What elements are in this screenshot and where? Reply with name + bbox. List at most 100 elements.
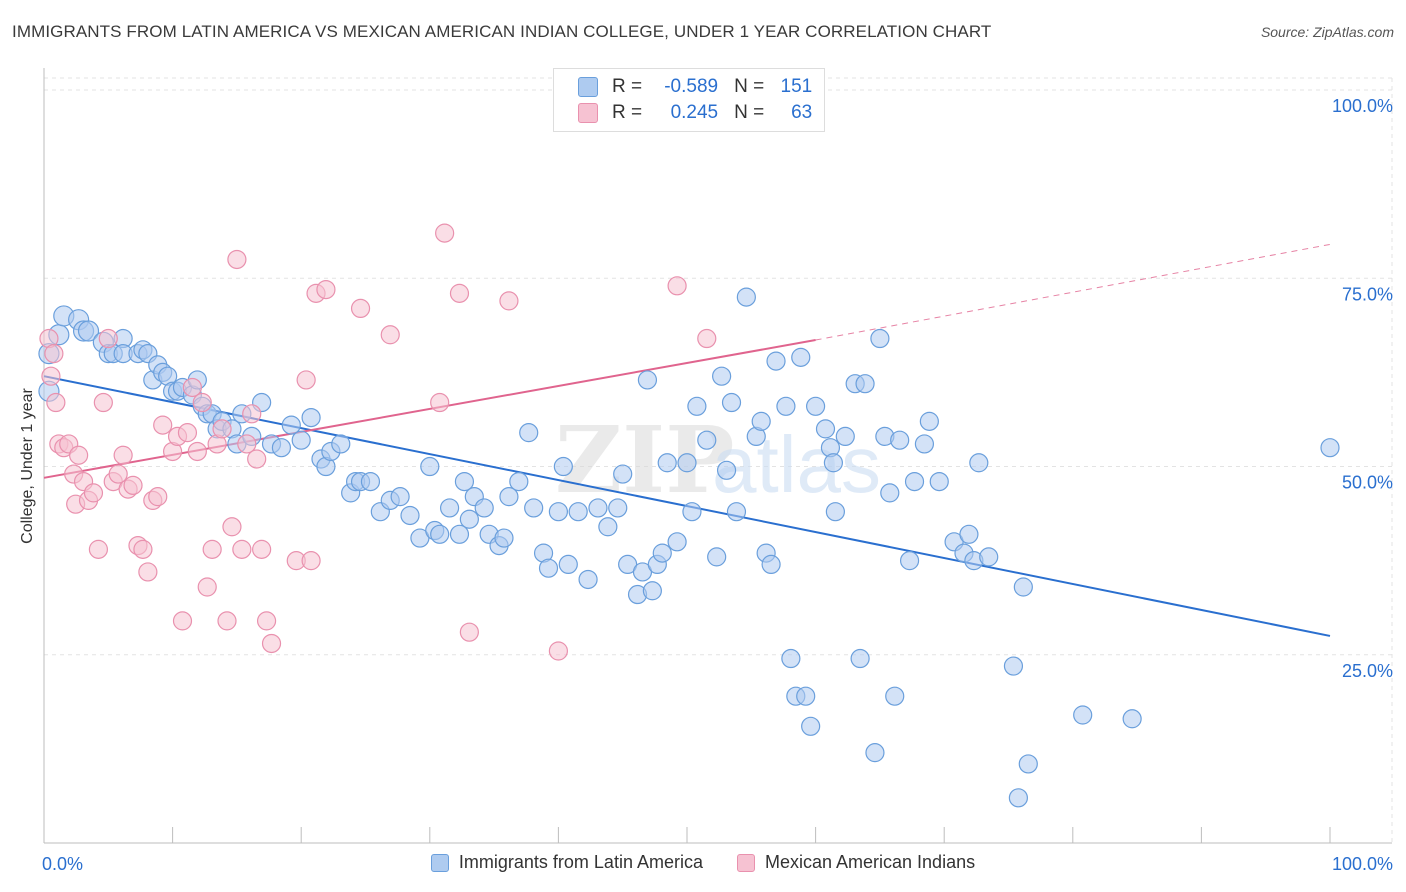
- point-latin-america: [459, 509, 479, 529]
- point-mexican-american-indians: [197, 577, 217, 597]
- point-mexican-american-indians: [256, 611, 277, 631]
- point-latin-america: [474, 498, 494, 518]
- point-mexican-american-indians: [435, 223, 455, 243]
- point-mexican-american-indians: [499, 291, 519, 311]
- point-latin-america: [979, 547, 999, 567]
- point-latin-america: [870, 328, 890, 349]
- point-latin-america: [420, 456, 440, 477]
- point-latin-america: [726, 502, 747, 522]
- point-mexican-american-indians: [261, 633, 282, 654]
- n-label: N =: [734, 102, 765, 123]
- legend-item-mexican-american-indians[interactable]: Mexican American Indians: [736, 852, 975, 873]
- point-latin-america: [558, 554, 578, 575]
- point-latin-america: [637, 370, 658, 390]
- x-tick-label: 100.0%: [1332, 854, 1393, 874]
- point-latin-america: [825, 502, 845, 522]
- trend-line-extension: [815, 243, 1331, 341]
- point-latin-america: [390, 487, 410, 507]
- point-mexican-american-indians: [667, 276, 687, 296]
- point-mexican-american-indians: [83, 483, 104, 503]
- point-mexican-american-indians: [301, 551, 321, 571]
- y-tick-label: 75.0%: [1342, 284, 1393, 304]
- point-latin-america: [850, 648, 870, 669]
- point-latin-america: [1013, 577, 1033, 597]
- point-latin-america: [815, 419, 836, 439]
- point-latin-america: [904, 471, 925, 492]
- point-latin-america: [454, 471, 475, 492]
- point-mexican-american-indians: [222, 517, 242, 537]
- point-latin-america: [1018, 754, 1038, 774]
- point-latin-america: [301, 407, 321, 428]
- n-label: N =: [734, 76, 765, 97]
- point-latin-america: [716, 460, 737, 480]
- point-latin-america: [761, 554, 781, 575]
- point-latin-america: [1008, 788, 1028, 808]
- bottom-legend: Immigrants from Latin America Mexican Am…: [0, 852, 1406, 873]
- point-mexican-american-indians: [380, 325, 400, 345]
- x-tick-label: 0.0%: [42, 854, 83, 874]
- point-mexican-american-indians: [212, 419, 232, 439]
- point-mexican-american-indians: [153, 415, 173, 435]
- point-latin-america: [865, 743, 885, 763]
- point-latin-america: [400, 505, 420, 526]
- point-mexican-american-indians: [93, 392, 113, 413]
- point-latin-america: [281, 415, 301, 435]
- point-latin-america: [1122, 709, 1142, 729]
- chart-title: IMMIGRANTS FROM LATIN AMERICA VS MEXICAN…: [12, 22, 992, 41]
- blue-swatch: [430, 853, 449, 872]
- point-latin-america: [439, 498, 460, 518]
- point-latin-america: [568, 502, 588, 522]
- point-mexican-american-indians: [296, 370, 316, 390]
- point-latin-america: [929, 471, 949, 492]
- point-mexican-american-indians: [123, 475, 143, 495]
- point-mexican-american-indians: [41, 366, 61, 386]
- stats-legend: R = -0.589 N = 151 R = 0.245 N = 63: [553, 68, 825, 132]
- source-label: Source: ZipAtlas.com: [1260, 24, 1394, 40]
- point-mexican-american-indians: [232, 539, 252, 559]
- pink-swatch: [578, 103, 598, 123]
- point-latin-america: [524, 498, 544, 518]
- point-mexican-american-indians: [237, 434, 257, 454]
- point-mexican-american-indians: [138, 562, 158, 582]
- point-mexican-american-indians: [459, 622, 479, 642]
- point-latin-america: [667, 532, 687, 552]
- point-latin-america: [494, 528, 514, 548]
- point-latin-america: [538, 558, 559, 578]
- pink-swatch: [736, 853, 755, 872]
- point-latin-america: [766, 351, 786, 371]
- point-latin-america: [885, 686, 905, 706]
- point-latin-america: [291, 430, 311, 450]
- point-mexican-american-indians: [227, 249, 247, 270]
- y-tick-label: 25.0%: [1342, 661, 1393, 681]
- point-latin-america: [776, 396, 796, 416]
- n-value: 63: [791, 102, 813, 123]
- point-latin-america: [1073, 705, 1093, 725]
- point-mexican-american-indians: [148, 487, 168, 507]
- point-mexican-american-indians: [247, 449, 267, 469]
- point-latin-america: [613, 464, 633, 484]
- point-latin-america: [331, 434, 351, 454]
- point-mexican-american-indians: [697, 328, 717, 349]
- point-latin-america: [712, 366, 732, 386]
- point-mexican-american-indians: [192, 392, 212, 413]
- legend-label: Immigrants from Latin America: [458, 852, 703, 872]
- point-latin-america: [588, 498, 608, 518]
- point-latin-america: [751, 411, 771, 431]
- point-mexican-american-indians: [98, 328, 118, 349]
- n-value: 151: [780, 76, 813, 97]
- point-latin-america: [1320, 438, 1340, 458]
- point-mexican-american-indians: [113, 445, 133, 465]
- legend-item-latin-america[interactable]: Immigrants from Latin America: [430, 852, 703, 873]
- point-latin-america: [697, 430, 717, 450]
- point-latin-america: [77, 320, 100, 342]
- stats-row-pink: R = 0.245 N = 63: [578, 101, 812, 125]
- point-latin-america: [1003, 656, 1024, 676]
- point-mexican-american-indians: [252, 539, 272, 559]
- point-latin-america: [682, 502, 702, 522]
- point-mexican-american-indians: [217, 611, 237, 631]
- watermark-zip: ZIP: [555, 406, 734, 514]
- point-latin-america: [360, 471, 381, 492]
- blue-swatch: [578, 77, 598, 97]
- point-latin-america: [736, 287, 756, 307]
